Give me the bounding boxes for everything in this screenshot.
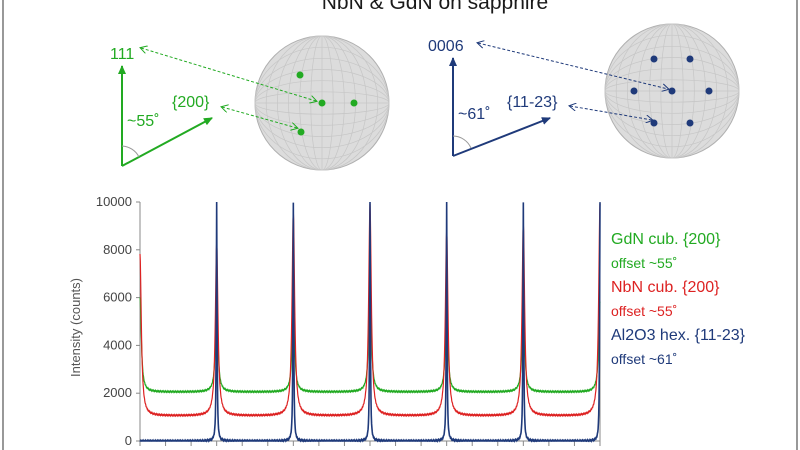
- y-tick-label: 4000: [103, 337, 132, 352]
- left-pole-figure: [254, 35, 390, 171]
- right-angle-label: ~61˚: [458, 106, 490, 123]
- left-pole-dot-center: [318, 99, 326, 107]
- left-dashed-link-200: [222, 107, 297, 128]
- legend-note-1: offset ~55˚: [611, 303, 677, 319]
- right-diagram: 0006 {11-23} ~61˚: [428, 23, 740, 159]
- right-pole-dot-1: [650, 55, 658, 63]
- y-tick-label: 6000: [103, 290, 132, 305]
- right-pole-dot-5: [650, 119, 658, 127]
- series-line-2: [139, 201, 601, 444]
- right-dashed-link-0006: [478, 43, 668, 89]
- right-pole-figure: [604, 23, 740, 159]
- left-pole-dot-lower: [297, 128, 305, 136]
- y-tick-label: 10000: [96, 194, 132, 209]
- left-pole-dot-right: [350, 99, 358, 107]
- chart-series: [139, 201, 601, 444]
- right-pole-dot-4: [686, 119, 694, 127]
- left-angle-label: ~55˚: [127, 113, 159, 130]
- figure-title: NbN & GdN on sapphire: [322, 0, 548, 14]
- y-tick-label: 0: [125, 433, 132, 448]
- legend-entry-1: NbN cub. {200}: [611, 279, 720, 296]
- right-pole-dot-3: [705, 87, 713, 95]
- legend-entry-0: GdN cub. {200}: [611, 231, 721, 248]
- chart-legend: GdN cub. {200} offset ~55˚ NbN cub. {200} o…: [611, 231, 746, 367]
- y-tick-label: 2000: [103, 385, 132, 400]
- intensity-chart: 0 2000 4000 6000 8000 10000 Intensity (counts)…: [68, 194, 746, 448]
- left-dashed-link-111: [141, 48, 316, 101]
- right-pole-dot-6: [630, 87, 638, 95]
- left-vertical-label: 111: [110, 46, 134, 63]
- y-axis-label: Intensity (counts): [68, 278, 83, 377]
- legend-entry-2: Al2O3 hex. {11-23}: [611, 327, 746, 344]
- right-dashed-link-11-23: [570, 106, 652, 120]
- left-diagram: 111 {200} ~55˚: [110, 35, 390, 171]
- left-inclined-axis-arrow: [121, 117, 213, 167]
- right-inclined-label: {11-23}: [507, 94, 558, 111]
- right-pole-dot-2: [686, 55, 694, 63]
- right-pole-dot-center: [668, 87, 676, 95]
- left-inclined-label: {200}: [172, 94, 210, 111]
- legend-note-2: offset ~61˚: [611, 351, 677, 367]
- left-pole-dot-upper: [296, 71, 304, 79]
- left-angle-arc: [121, 145, 140, 158]
- y-tick-label: 8000: [103, 242, 132, 257]
- right-angle-arc: [452, 135, 472, 149]
- right-inclined-axis-arrow: [452, 117, 551, 157]
- legend-note-0: offset ~55˚: [611, 255, 677, 271]
- right-vertical-label: 0006: [428, 38, 464, 55]
